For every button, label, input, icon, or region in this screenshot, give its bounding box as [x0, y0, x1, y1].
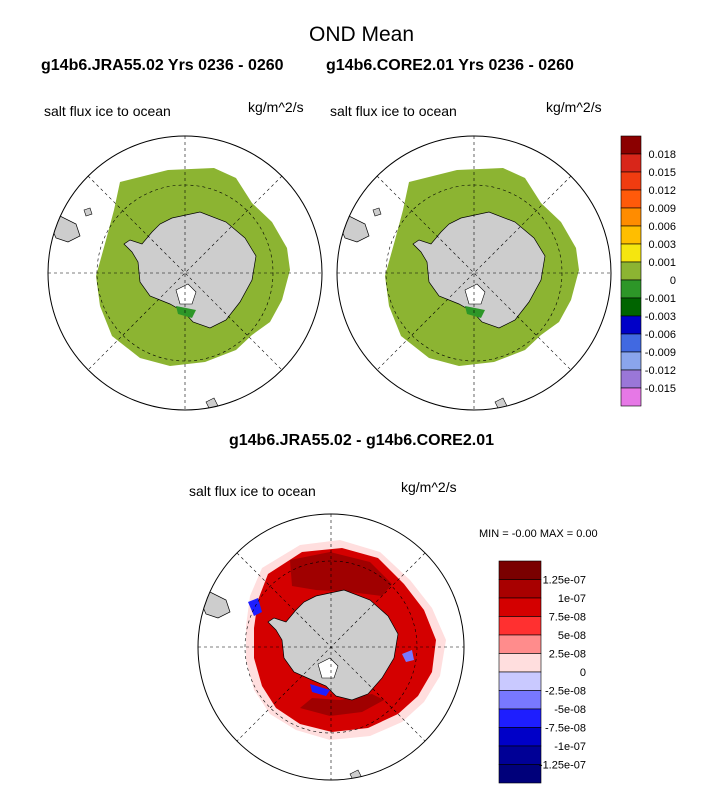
top-colorbar-swatch-6: [620, 243, 642, 263]
main-title: OND Mean: [308, 23, 415, 46]
top-colorbar-swatch-1: [620, 153, 642, 173]
min-label: MIN =: [479, 528, 509, 540]
left-ice-shelf: [175, 283, 197, 305]
right-falklands: [372, 207, 382, 217]
diff-colorbar-label-3: 5e-08: [558, 630, 586, 642]
top-colorbar-label-8: -0.001: [645, 293, 676, 305]
top-colorbar-label-0: 0.018: [648, 149, 676, 161]
top-colorbar-swatch-5: [620, 225, 642, 245]
top-colorbar-label-11: -0.009: [645, 347, 676, 359]
top-colorbar-label-9: -0.003: [645, 311, 676, 323]
left-variable-label: salt flux ice to ocean: [44, 103, 171, 119]
top-colorbar-swatch-10: [620, 315, 642, 335]
right-units-label: kg/m^2/s: [546, 99, 602, 115]
diff-map-border: [197, 513, 465, 781]
top-colorbar-label-10: -0.006: [645, 329, 676, 341]
top-colorbar-swatch-14: [620, 387, 642, 407]
diff-colorbar-swatch-3: [498, 616, 542, 636]
left-units-label: kg/m^2/s: [248, 99, 304, 115]
diff-dark-red-patch: [290, 552, 392, 596]
diff-units-label: kg/m^2/s: [401, 479, 457, 495]
left-coastal-band: [176, 306, 196, 318]
diff-colorbar-label-4: 2.5e-08: [549, 649, 586, 661]
diff-blue-patch-east: [402, 650, 414, 662]
left-falklands: [83, 207, 93, 217]
difference-polar-map: [197, 513, 465, 781]
top-colorbar-swatch-11: [620, 333, 642, 353]
diff-colorbar-swatch-7: [498, 690, 542, 710]
diff-continent: [267, 589, 399, 701]
max-value: 0.00: [576, 528, 598, 540]
top-colorbar-swatch-13: [620, 369, 642, 389]
right-variable-label: salt flux ice to ocean: [330, 103, 457, 119]
diff-colorbar-swatch-8: [498, 708, 542, 728]
top-colorbar-label-7: 0: [670, 275, 676, 287]
max-label: MAX =: [539, 528, 574, 540]
top-colorbar-swatch-12: [620, 351, 642, 371]
min-value: -0.00: [511, 528, 537, 540]
right-graticule: [337, 136, 611, 410]
top-colorbar-label-4: 0.006: [648, 221, 676, 233]
right-ice-shelf: [464, 283, 486, 305]
diff-blue-patch-west: [248, 598, 262, 616]
left-panel-title: g14b6.JRA55.02 Yrs 0236 - 0260: [41, 57, 284, 74]
left-graticule: [48, 136, 322, 410]
diff-colorbar-label-5: 0: [580, 667, 586, 679]
top-colorbar-swatch-8: [620, 279, 642, 299]
diff-variable-label: salt flux ice to ocean: [189, 483, 316, 499]
right-coastal-band: [465, 306, 485, 318]
right-polar-map: [336, 135, 612, 411]
right-map-border: [336, 135, 612, 411]
top-colorbar-swatch-9: [620, 297, 642, 317]
min-max-readout: MIN = -0.00 MAX = 0.00: [479, 529, 598, 540]
difference-title: g14b6.JRA55.02 - g14b6.CORE2.01: [228, 432, 494, 449]
top-colorbar-swatch-3: [620, 189, 642, 209]
diff-colorbar-label-10: -1.25e-07: [539, 760, 586, 772]
diff-graticule: [198, 514, 464, 780]
diff-dark-red-lower: [300, 694, 384, 716]
diff-blue-patch-south: [310, 684, 330, 696]
top-colorbar-swatch-7: [620, 261, 642, 281]
diff-colorbar-label-0: 1.25e-07: [543, 575, 586, 587]
top-colorbar-label-1: 0.015: [648, 167, 676, 179]
diff-colorbar-label-6: -2.5e-08: [545, 686, 586, 698]
diff-colorbar-label-1: 1e-07: [558, 593, 586, 605]
diff-colorbar-swatch-1: [498, 579, 542, 599]
diff-colorbar-swatch-6: [498, 671, 542, 691]
top-colorbar-swatch-2: [620, 171, 642, 191]
diff-colorbar-swatch-10: [498, 745, 542, 765]
diff-colorbar-swatch-2: [498, 597, 542, 617]
top-colorbar-label-6: 0.001: [648, 257, 676, 269]
diff-colorbar-swatch-5: [498, 653, 542, 673]
diff-colorbar-swatch-11: [498, 764, 542, 784]
left-map-border: [47, 135, 323, 411]
top-colorbar-label-12: -0.012: [645, 365, 676, 377]
diff-colorbar-label-8: -7.5e-08: [545, 723, 586, 735]
diff-colorbar-swatch-4: [498, 634, 542, 654]
diff-colorbar-label-7: -5e-08: [554, 704, 586, 716]
diff-colorbar-swatch-0: [498, 560, 542, 580]
diff-colorbar-swatch-9: [498, 727, 542, 747]
diff-colorbar: 1.25e-07 1e-07 7.5e-08 5e-08 2.5e-08 0 -2.5e-0…: [498, 560, 586, 784]
left-polar-map: [47, 135, 323, 411]
top-colorbar-label-3: 0.009: [648, 203, 676, 215]
diff-colorbar-label-2: 7.5e-08: [549, 612, 586, 624]
top-colorbar-swatch-4: [620, 207, 642, 227]
top-colorbar-swatch-0: [620, 135, 642, 155]
top-colorbar-label-2: 0.012: [648, 185, 676, 197]
top-colorbar: 0.018 0.015 0.012 0.009 0.006 0.003 0.001 0 -0.0…: [620, 135, 676, 407]
diff-colorbar-label-9: -1e-07: [554, 741, 586, 753]
top-colorbar-label-5: 0.003: [648, 239, 676, 251]
diff-ice-shelf: [317, 657, 339, 679]
right-panel-title: g14b6.CORE2.01 Yrs 0236 - 0260: [326, 57, 574, 74]
top-colorbar-label-13: -0.015: [645, 383, 676, 395]
